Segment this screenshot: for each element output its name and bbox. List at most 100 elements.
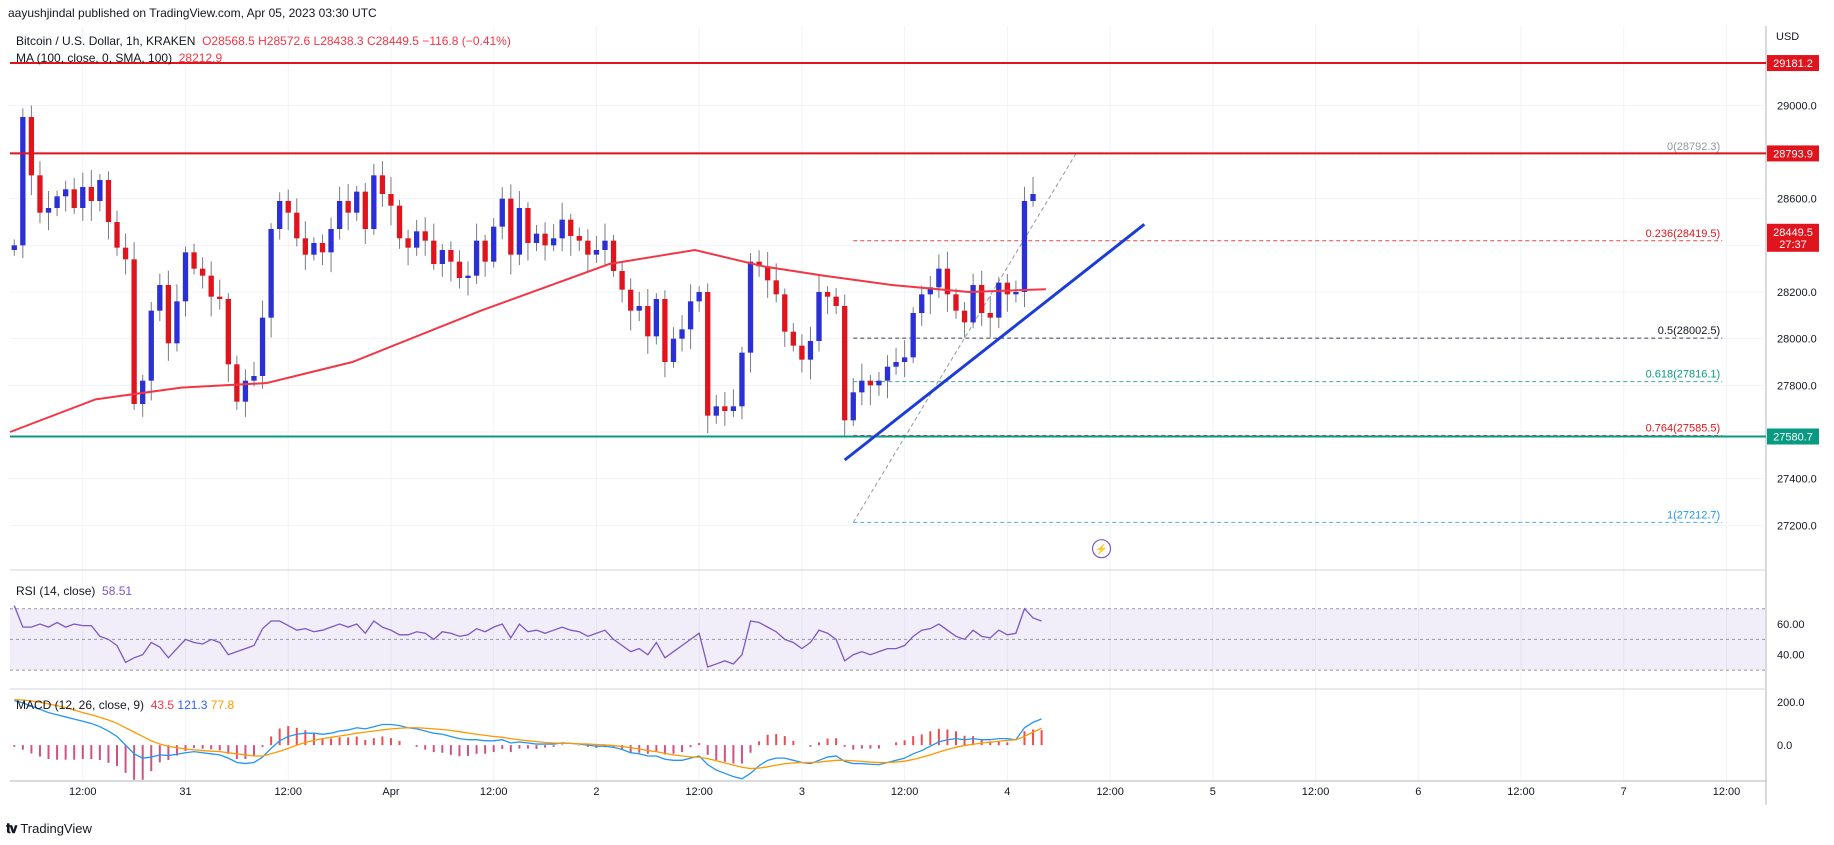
candle-bullish (336, 201, 343, 229)
candle-bearish (225, 299, 231, 365)
price-label-box (1767, 145, 1819, 162)
candle-bearish (790, 331, 796, 346)
candle-bullish (11, 245, 17, 250)
time-tick-label: 12:00 (891, 786, 919, 798)
rsi-legend[interactable]: RSI (14, close) 58.51 (16, 584, 132, 598)
candle-bearish (379, 175, 386, 194)
time-tick-label: 12:00 (685, 786, 713, 798)
candle-bearish (867, 380, 874, 386)
symbol-legend: Bitcoin / U.S. Dollar, 1h, KRAKEN O28568… (16, 34, 511, 48)
candle-bullish (491, 226, 497, 262)
macd-signal-line (14, 698, 1042, 770)
rsi-label: RSI (14, close) (16, 584, 96, 598)
tradingview-logo-text: TradingView (20, 821, 92, 836)
candle-bearish (122, 247, 129, 260)
candle-bearish (773, 280, 779, 295)
price-label-text: 28793.9 (1773, 148, 1813, 160)
rsi-tick-label: 40.00 (1777, 650, 1805, 662)
macd-tick-label: 200.0 (1777, 697, 1805, 709)
candle-bearish (88, 187, 94, 201)
fib-level-label: 0(28792.3) (1667, 141, 1720, 153)
time-tick-label: 5 (1210, 786, 1216, 798)
ma-legend[interactable]: MA (100, close, 0, SMA, 100) 28212.9 (16, 51, 222, 65)
fib-level-label: 1(27212.7) (1667, 509, 1720, 521)
time-tick-label: 2 (593, 786, 599, 798)
candle-bearish (165, 285, 172, 344)
price-tick-label: 28000.0 (1777, 334, 1817, 346)
published-caption: aayushjindal published on TradingView.co… (8, 6, 377, 20)
candle-bearish (824, 292, 831, 297)
lightning-icon (1091, 539, 1112, 559)
time-tick-label: 12:00 (1302, 786, 1330, 798)
candle-bullish (730, 406, 737, 411)
time-tick-label: Apr (382, 786, 399, 798)
candle-bearish (37, 175, 43, 213)
candle-bearish (610, 240, 617, 271)
candle-bearish (628, 289, 634, 311)
candle-bullish (807, 341, 814, 360)
candle-bearish (396, 205, 403, 239)
candle-bearish (114, 222, 120, 248)
symbol-title[interactable]: Bitcoin / U.S. Dollar, 1h, KRAKEN (16, 34, 196, 48)
macd-hist-value: 43.5 (150, 698, 175, 712)
candle-bearish (131, 259, 137, 404)
candle-bearish (585, 240, 591, 255)
candle-bearish (799, 345, 805, 360)
time-tick-label: 12:00 (480, 786, 508, 798)
macd-label: MACD (12, 26, close, 9) (16, 698, 145, 712)
price-label-text: 27580.7 (1773, 432, 1813, 444)
macd-signal-value: 77.8 (210, 698, 235, 712)
last-price-box (1767, 223, 1819, 252)
candle-bearish (764, 266, 771, 281)
candle-bearish (302, 238, 309, 255)
candle-bearish (345, 201, 351, 213)
candle-bullish (259, 317, 266, 376)
candle-bullish (910, 313, 916, 358)
tradingview-logo[interactable]: 𝐭𝐯 TradingView (6, 820, 92, 837)
candle-bullish (516, 208, 523, 255)
candle-bullish (371, 175, 377, 229)
currency-label: USD (1776, 31, 1800, 43)
ohlc-high: H28572.6 (258, 34, 311, 48)
candle-bullish (354, 191, 360, 213)
bar-countdown-label: 27:37 (1779, 239, 1807, 251)
candle-bearish (525, 208, 531, 243)
time-tick-label: 12:00 (1507, 786, 1535, 798)
time-tick-label: 4 (1004, 786, 1010, 798)
candle-bullish (850, 392, 856, 421)
time-tick-label: 12:00 (1713, 786, 1741, 798)
candle-bullish (679, 329, 685, 339)
macd-legend[interactable]: MACD (12, 26, close, 9) 43.5 121.3 77.8 (16, 698, 234, 712)
candle-bullish (747, 261, 754, 353)
time-tick-label: 12:00 (1096, 786, 1124, 798)
macd-line (14, 700, 1042, 780)
ohlc-open: O28568.5 (202, 34, 255, 48)
candle-bullish (533, 233, 540, 243)
candle-bullish (816, 292, 822, 341)
fib-level-label: 0.236(28419.5) (1646, 228, 1721, 240)
candle-bullish (884, 366, 891, 381)
candle-bearish (105, 180, 112, 222)
candle-bullish (62, 189, 69, 197)
candle-bearish (987, 313, 993, 318)
candle-bullish (696, 292, 702, 302)
candle-bearish (662, 299, 668, 362)
fib-level-label: 0.764(27585.5) (1646, 422, 1721, 434)
candle-bullish (1021, 201, 1028, 292)
ma-value: 28212.9 (178, 51, 223, 65)
candle-bearish (431, 240, 437, 264)
candle-bearish (234, 364, 240, 402)
candle-bearish (756, 261, 762, 267)
candle-bearish (542, 233, 548, 246)
candle-bearish (979, 285, 985, 313)
fib-level-label: 0.5(28002.5) (1658, 325, 1720, 337)
candle-bullish (465, 275, 471, 278)
candle-bullish (1013, 292, 1019, 295)
candle-bearish (28, 117, 35, 176)
candle-bullish (636, 306, 642, 311)
candle-bullish (311, 243, 317, 255)
candle-bearish (405, 238, 411, 248)
candle-bullish (182, 252, 189, 302)
candle-bullish (439, 250, 445, 264)
